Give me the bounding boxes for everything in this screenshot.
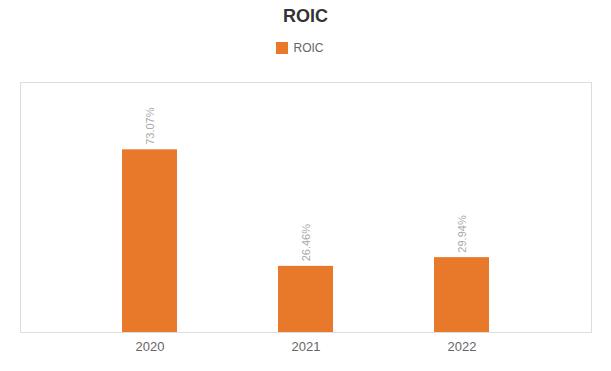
html-text:ROIC: ROIC xyxy=(293,40,324,55)
svg-text:2022: 2022 xyxy=(448,339,477,354)
svg-text:2021: 2021 xyxy=(292,339,321,354)
svg-text:29.94%: 29.94% xyxy=(456,215,468,253)
html-text:ROIC: ROIC xyxy=(283,6,328,26)
svg-text:2020: 2020 xyxy=(136,339,165,354)
svg-text:73.07%: 73.07% xyxy=(144,107,156,145)
svg-text:26.46%: 26.46% xyxy=(300,224,312,262)
